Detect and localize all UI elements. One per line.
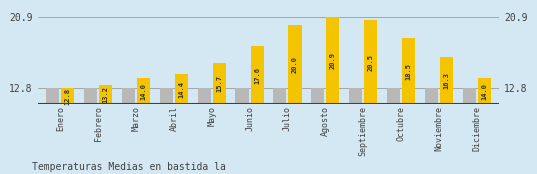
Text: 14.0: 14.0 [141, 83, 147, 100]
Bar [159, 88, 173, 104]
Bar [251, 46, 264, 104]
Text: 16.3: 16.3 [444, 72, 449, 89]
Bar [137, 78, 150, 104]
Bar [440, 57, 453, 104]
Bar [425, 88, 438, 104]
Bar [84, 88, 97, 104]
Bar [235, 88, 249, 104]
Text: 14.0: 14.0 [481, 83, 487, 100]
Bar [349, 88, 362, 104]
Bar [311, 88, 324, 104]
Bar [99, 85, 112, 104]
Text: 15.7: 15.7 [216, 75, 222, 92]
Bar [213, 63, 226, 104]
Bar [175, 74, 188, 104]
Bar [288, 25, 302, 104]
Text: 20.5: 20.5 [368, 54, 374, 71]
Text: 17.6: 17.6 [254, 67, 260, 84]
Text: 13.2: 13.2 [103, 86, 108, 103]
Text: 20.0: 20.0 [292, 56, 298, 73]
Text: Temperaturas Medias en bastida la: Temperaturas Medias en bastida la [32, 162, 226, 172]
Text: 14.4: 14.4 [178, 81, 184, 98]
Bar [61, 88, 75, 104]
Text: 18.5: 18.5 [405, 63, 411, 80]
Bar [198, 88, 211, 104]
Bar [364, 20, 378, 104]
Bar [387, 88, 400, 104]
Bar [122, 88, 135, 104]
Bar [402, 38, 415, 104]
Bar [477, 78, 491, 104]
Bar [326, 17, 339, 104]
Bar [273, 88, 286, 104]
Text: 12.8: 12.8 [65, 88, 71, 105]
Text: 20.9: 20.9 [330, 52, 336, 69]
Bar [46, 88, 60, 104]
Bar [462, 88, 476, 104]
